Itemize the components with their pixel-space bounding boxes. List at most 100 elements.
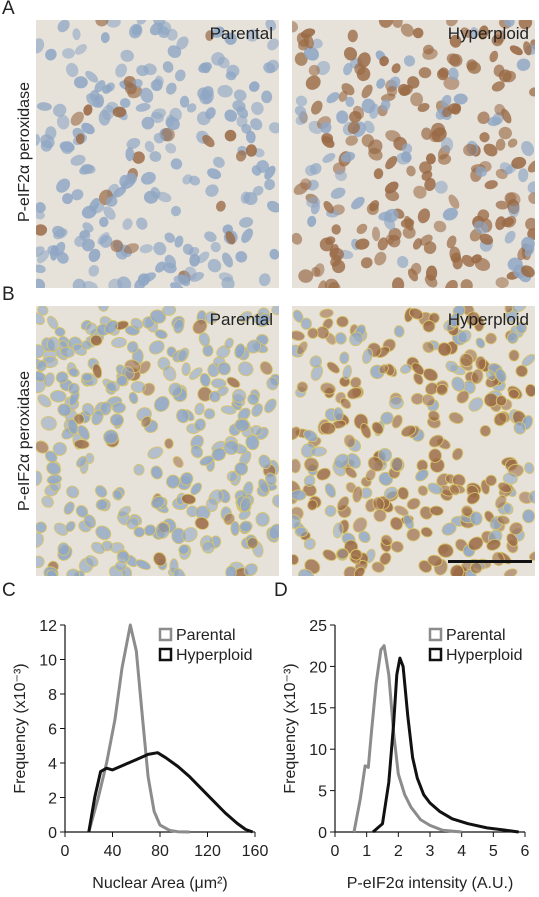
cell-nucleus bbox=[132, 151, 145, 164]
cell-nucleus bbox=[467, 536, 484, 551]
panel-letter-b: B bbox=[2, 284, 15, 305]
cell-nucleus bbox=[434, 180, 448, 194]
cell-nucleus bbox=[423, 241, 437, 255]
cell-nucleus bbox=[438, 154, 452, 165]
cell-nucleus bbox=[378, 364, 389, 375]
cell-nucleus bbox=[194, 402, 205, 416]
cell-nucleus bbox=[217, 362, 231, 376]
cell-nucleus bbox=[91, 409, 104, 426]
cell-nucleus bbox=[237, 361, 254, 377]
cell-nucleus bbox=[345, 96, 355, 107]
cell-nucleus bbox=[85, 555, 99, 568]
cell-nucleus bbox=[377, 237, 389, 251]
cell-nucleus bbox=[239, 496, 252, 513]
cell-nucleus bbox=[241, 228, 253, 243]
cell-nucleus bbox=[294, 52, 308, 66]
cell-nucleus bbox=[498, 126, 512, 140]
cell-nucleus bbox=[374, 251, 387, 266]
cell-nucleus bbox=[437, 543, 454, 558]
cell-nucleus bbox=[525, 217, 535, 231]
cell-nucleus bbox=[360, 257, 373, 269]
cell-nucleus bbox=[202, 135, 215, 148]
cell-nucleus bbox=[406, 497, 421, 510]
cell-nucleus bbox=[112, 106, 127, 118]
panel-letter-c: C bbox=[2, 580, 16, 601]
cell-nucleus bbox=[164, 232, 176, 243]
cell-nucleus bbox=[424, 177, 436, 192]
cell-nucleus bbox=[310, 446, 328, 457]
cell-nucleus bbox=[361, 84, 373, 99]
cell-nucleus bbox=[292, 21, 299, 33]
cell-nucleus bbox=[304, 46, 319, 61]
cell-nucleus bbox=[503, 568, 518, 576]
cell-nucleus bbox=[150, 465, 163, 480]
cell-nucleus bbox=[334, 169, 347, 182]
cell-nucleus bbox=[528, 192, 535, 205]
cell-nucleus bbox=[36, 555, 45, 569]
cell-nucleus bbox=[507, 138, 518, 148]
cell-nucleus bbox=[502, 472, 518, 485]
cell-nucleus bbox=[122, 218, 133, 230]
cell-nucleus bbox=[74, 76, 88, 89]
cell-nucleus bbox=[36, 521, 47, 534]
cell-nucleus bbox=[52, 441, 67, 456]
cell-nucleus bbox=[81, 372, 94, 382]
cell-nucleus bbox=[80, 163, 96, 174]
cell-nucleus bbox=[110, 239, 124, 253]
cell-nucleus bbox=[77, 424, 90, 441]
cell-nucleus bbox=[396, 152, 411, 165]
cell-nucleus bbox=[418, 67, 432, 79]
cell-nucleus bbox=[496, 515, 510, 525]
cell-nucleus bbox=[194, 516, 210, 530]
cell-nucleus bbox=[56, 252, 69, 264]
cell-nucleus bbox=[330, 187, 346, 199]
cell-nucleus bbox=[292, 232, 303, 245]
cell-nucleus bbox=[232, 100, 246, 112]
legend-swatch-parental bbox=[428, 627, 443, 642]
cell-nucleus bbox=[120, 49, 134, 62]
series-line-parental bbox=[352, 644, 462, 834]
cell-nucleus bbox=[349, 331, 364, 347]
cell-nucleus bbox=[140, 87, 154, 103]
cell-nucleus bbox=[113, 186, 127, 198]
cell-nucleus bbox=[188, 247, 200, 257]
cell-nucleus bbox=[36, 133, 41, 146]
cell-nucleus bbox=[243, 563, 258, 576]
cell-nucleus bbox=[36, 224, 48, 236]
cell-nucleus bbox=[342, 364, 352, 380]
x-tick-label: 5 bbox=[489, 843, 498, 860]
cell-nucleus bbox=[475, 166, 488, 177]
x-tick-label: 6 bbox=[521, 843, 530, 860]
cell-nucleus bbox=[174, 235, 184, 248]
y-tick-label: 10 bbox=[309, 742, 327, 759]
cell-nucleus bbox=[495, 138, 506, 151]
cell-nucleus bbox=[248, 81, 260, 92]
cell-nucleus bbox=[363, 120, 375, 134]
cell-nucleus bbox=[153, 241, 167, 256]
cell-nucleus bbox=[451, 447, 464, 461]
cell-nucleus bbox=[368, 147, 383, 161]
y-tick-label: 2 bbox=[48, 791, 57, 808]
cell-nucleus bbox=[309, 355, 323, 368]
cell-nucleus bbox=[81, 340, 93, 350]
cell-nucleus bbox=[421, 394, 436, 407]
cell-nucleus bbox=[515, 364, 529, 378]
cell-nucleus bbox=[116, 550, 130, 564]
cell-nucleus bbox=[213, 156, 225, 168]
cell-nucleus bbox=[307, 499, 318, 511]
cell-nucleus bbox=[75, 133, 85, 145]
cell-nucleus bbox=[235, 251, 248, 263]
cell-nucleus bbox=[343, 47, 358, 61]
cell-nucleus bbox=[92, 96, 104, 109]
legend-label: Hyperploid bbox=[176, 647, 252, 664]
cell-nucleus bbox=[445, 360, 459, 373]
cell-nucleus bbox=[141, 171, 156, 185]
cell-nucleus bbox=[413, 372, 424, 386]
micrograph-label: Hyperploid bbox=[447, 24, 529, 43]
cell-nucleus bbox=[95, 525, 112, 541]
cell-nucleus bbox=[99, 401, 112, 416]
cell-nucleus bbox=[366, 203, 379, 215]
cell-nucleus bbox=[224, 337, 234, 349]
cell-nucleus bbox=[217, 84, 233, 98]
cell-nucleus bbox=[92, 363, 103, 379]
